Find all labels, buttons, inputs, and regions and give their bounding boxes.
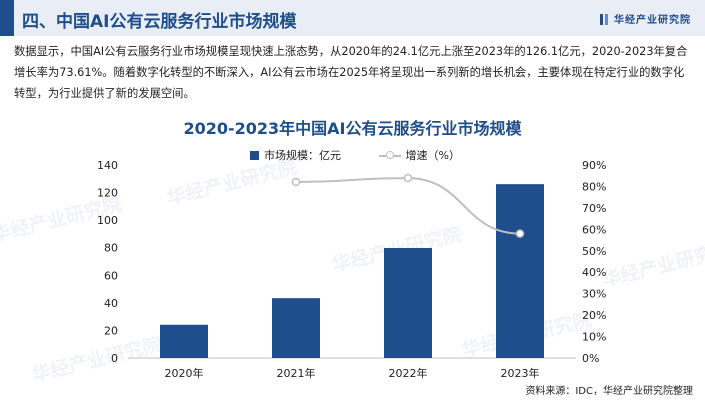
x-tick-label: 2022年 <box>389 366 428 380</box>
x-tick-label: 2021年 <box>277 366 316 380</box>
y-left-tick-label: 0 <box>111 352 118 365</box>
y-left-tick-label: 100 <box>97 214 118 227</box>
growth-line <box>295 177 521 235</box>
legend-bar-label: 市场规模：亿元 <box>264 149 341 162</box>
x-tick-label: 2020年 <box>165 366 204 380</box>
legend-item-line: 增速（%） <box>378 147 460 163</box>
y-right-tick-label: 80% <box>582 180 606 193</box>
brand-name: 华经产业研究院 <box>614 15 691 26</box>
brand-logo-icon <box>600 14 608 25</box>
legend-line-label: 增速（%） <box>405 149 460 162</box>
header-accent-bar <box>0 0 14 36</box>
growth-point <box>515 229 525 238</box>
section-title: 四、中国AI公有云服务行业市场规模 <box>22 12 297 32</box>
y-left-tick-label: 120 <box>97 187 118 200</box>
bar <box>384 247 432 358</box>
y-left-tick-label: 20 <box>104 324 118 337</box>
y-right-tick-label: 90% <box>582 159 606 172</box>
y-right-tick-label: 60% <box>582 223 606 236</box>
legend-item-bar: 市场规模：亿元 <box>250 147 341 163</box>
y-right-tick-label: 20% <box>582 309 606 322</box>
y-right-tick-label: 0% <box>582 352 599 365</box>
brand-logo: 华经产业研究院 <box>600 11 691 26</box>
section-header: 四、中国AI公有云服务行业市场规模 华经产业研究院 <box>0 0 705 36</box>
source-note: 资料来源：IDC，华经产业研究院整理 <box>525 386 693 397</box>
description-paragraph: 数据显示，中国AI公有云服务行业市场规模呈现快速上涨态势，从2020年的24.1… <box>14 45 688 100</box>
y-right-tick-label: 30% <box>582 288 606 301</box>
bar <box>272 298 320 358</box>
chart-legend: 市场规模：亿元 增速（%） <box>250 147 494 163</box>
bar <box>496 184 544 358</box>
legend-bar-swatch <box>250 151 259 160</box>
bar <box>160 324 208 358</box>
y-right-tick-label: 70% <box>582 202 606 215</box>
y-left-tick-label: 60 <box>104 269 118 282</box>
x-tick-label: 2023年 <box>501 366 540 380</box>
growth-point <box>403 173 413 183</box>
y-right-tick-label: 40% <box>582 266 606 279</box>
y-right-tick-label: 50% <box>582 245 606 258</box>
growth-point <box>291 177 301 187</box>
y-right-tick-label: 10% <box>582 331 606 344</box>
legend-line-swatch <box>378 150 401 160</box>
chart-title: 2020-2023年中国AI公有云服务行业市场规模 <box>183 119 522 138</box>
y-left-tick-label: 40 <box>104 297 118 310</box>
y-left-tick-label: 80 <box>104 242 118 255</box>
y-left-tick-label: 140 <box>97 159 118 172</box>
